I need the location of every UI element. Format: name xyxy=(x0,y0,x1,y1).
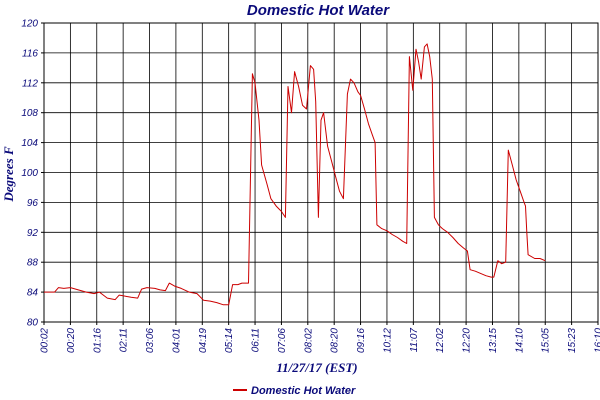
x-tick-label: 08:20 xyxy=(330,328,341,353)
y-tick-label: 120 xyxy=(21,19,38,30)
chart-title: Domestic Hot Water xyxy=(247,2,390,19)
x-tick-label: 12:02 xyxy=(435,328,446,353)
x-tick-label: 03:06 xyxy=(145,328,156,353)
x-tick-label: 14:10 xyxy=(514,328,525,353)
x-tick-label: 04:01 xyxy=(171,328,182,353)
x-tick-label: 00:20 xyxy=(66,328,77,353)
y-tick-label: 84 xyxy=(27,288,39,299)
x-tick-label: 16:10 xyxy=(594,328,600,353)
x-tick-label: 08:02 xyxy=(303,328,314,353)
x-tick-label: 07:06 xyxy=(277,328,288,353)
x-tick-label: 11:07 xyxy=(409,328,420,353)
y-tick-label: 112 xyxy=(22,78,38,89)
y-axis-label: Degrees F xyxy=(1,146,16,203)
y-tick-label: 88 xyxy=(27,258,39,269)
y-tick-label: 108 xyxy=(21,108,38,119)
y-tick-label: 80 xyxy=(27,318,39,329)
x-tick-label: 00:02 xyxy=(40,328,51,353)
x-tick-label: 12:20 xyxy=(462,328,473,353)
legend: Domestic Hot Water xyxy=(233,385,356,397)
x-tick-label: 15:23 xyxy=(567,328,578,353)
x-tick-label: 02:11 xyxy=(119,328,130,352)
y-tick-label: 100 xyxy=(21,168,38,179)
y-tick-label: 96 xyxy=(27,198,39,209)
grid xyxy=(43,22,599,323)
x-tick-label: 10:12 xyxy=(382,328,393,353)
x-tick-label: 15:05 xyxy=(541,328,552,353)
y-tick-label: 116 xyxy=(22,48,38,59)
x-tick-label: 05:14 xyxy=(224,328,235,353)
legend-label: Domestic Hot Water xyxy=(251,385,356,397)
x-axis: 00:02 00:20 01:16 02:11 03:06 04:01 04:19 05:14… xyxy=(40,322,600,353)
x-tick-label: 13:15 xyxy=(488,328,499,353)
x-tick-label: 01:16 xyxy=(92,328,103,353)
x-tick-label: 06:11 xyxy=(251,328,262,352)
y-axis: 80 84 88 92 96 100 104 108 112 116 120 xyxy=(21,19,44,329)
y-tick-label: 104 xyxy=(21,138,38,149)
series-line-domestic-hot-water xyxy=(44,43,546,306)
series-layer xyxy=(44,43,546,306)
x-tick-label: 04:19 xyxy=(198,328,209,353)
y-tick-label: 92 xyxy=(27,228,39,239)
x-axis-label: 11/27/17 (EST) xyxy=(276,360,357,375)
x-tick-label: 09:16 xyxy=(356,328,367,353)
